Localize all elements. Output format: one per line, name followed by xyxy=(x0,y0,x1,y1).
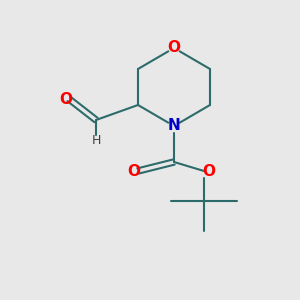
Text: N: N xyxy=(168,118,180,134)
Text: O: O xyxy=(127,164,140,178)
Text: H: H xyxy=(91,134,101,148)
Text: O: O xyxy=(59,92,72,106)
Text: O: O xyxy=(167,40,181,56)
Text: O: O xyxy=(202,164,215,178)
